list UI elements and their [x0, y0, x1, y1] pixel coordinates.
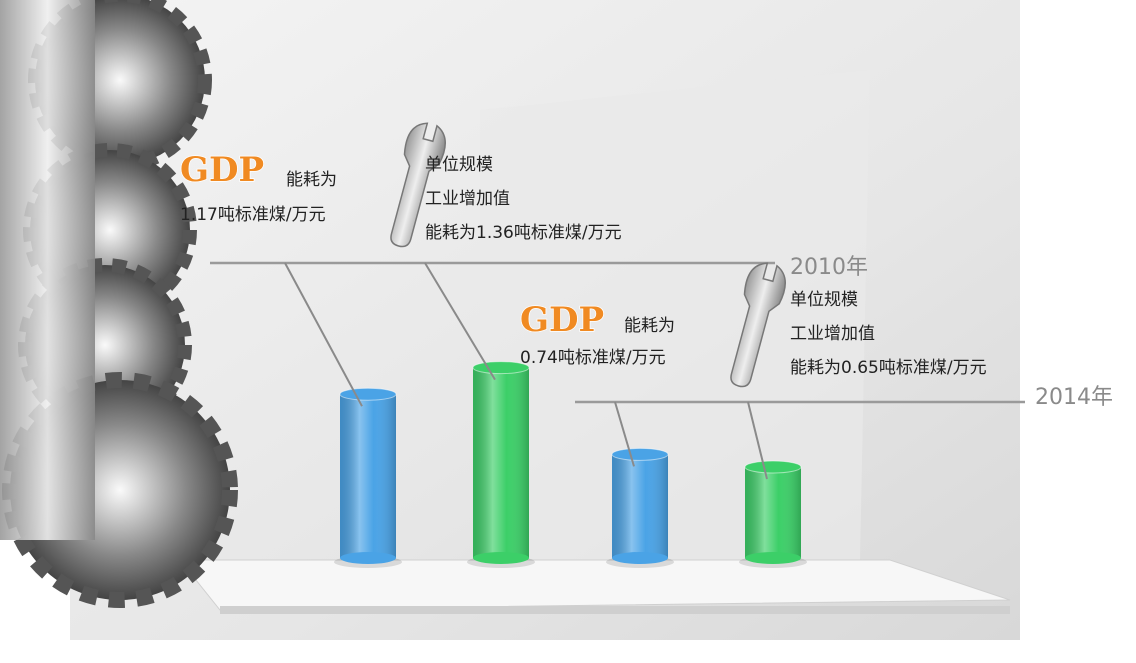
gears — [0, 0, 238, 608]
gdp-badge: GDP — [520, 300, 604, 340]
gdp-badge: GDP — [180, 150, 264, 190]
gdp-note: 能耗为 — [286, 170, 337, 190]
leader-line — [747, 401, 768, 480]
bar-shine — [745, 467, 801, 558]
wrench-shape — [730, 262, 786, 388]
series-name: 单位规模 — [790, 290, 858, 310]
bar-shine — [473, 367, 529, 558]
wrench-icon — [390, 122, 446, 248]
wrench-shape — [390, 122, 446, 248]
series-name: 工业增加值 — [425, 189, 510, 209]
bar-bottom — [612, 552, 668, 564]
bar-bottom — [745, 552, 801, 564]
gdp-note: 能耗为 — [624, 316, 675, 336]
leader-line — [614, 401, 635, 467]
value-label: 能耗为1.36吨标准煤/万元 — [425, 223, 622, 243]
leader-line — [284, 262, 363, 407]
cylinder — [744, 460, 802, 564]
series-name: 单位规模 — [425, 155, 493, 175]
bar-top — [744, 460, 802, 474]
year-label: 2014年 — [1035, 385, 1113, 410]
value-label: 能耗为0.65吨标准煤/万元 — [790, 358, 987, 378]
bar-shine — [340, 394, 396, 558]
cylinder — [472, 361, 530, 564]
bar-top — [611, 447, 669, 461]
cylinder — [339, 387, 397, 564]
bar-bottom — [473, 552, 529, 564]
bar-shine — [612, 454, 668, 558]
value-label: 1.17吨标准煤/万元 — [180, 205, 326, 225]
cylinder — [611, 447, 669, 564]
value-label: 0.74吨标准煤/万元 — [520, 348, 666, 368]
leader-line — [424, 262, 496, 381]
bar-bottom — [340, 552, 396, 564]
bar-top — [339, 387, 397, 401]
series-name: 工业增加值 — [790, 324, 875, 344]
year-label: 2010年 — [790, 255, 868, 280]
wrench-icon — [730, 262, 786, 388]
